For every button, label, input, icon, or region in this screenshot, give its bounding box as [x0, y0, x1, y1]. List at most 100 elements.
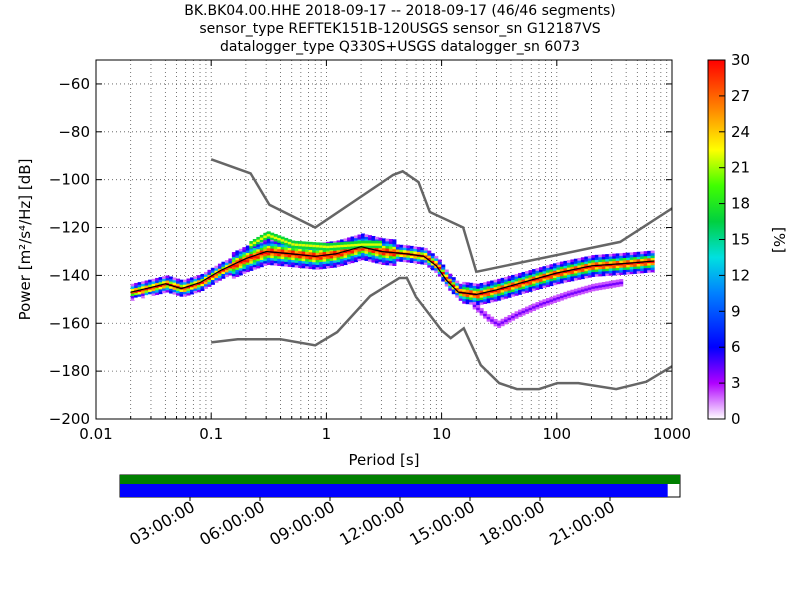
heatmap-cell [479, 299, 484, 303]
heatmap-cell [608, 270, 613, 274]
heatmap-cell [361, 235, 365, 239]
heatmap-cell [587, 255, 592, 259]
heatmap-cell [486, 300, 491, 304]
heatmap-cell [231, 266, 236, 270]
heatmap-cell [525, 308, 530, 312]
heatmap-cell [221, 261, 226, 265]
heatmap-cell [465, 282, 470, 286]
heatmap-cell [542, 285, 547, 289]
heatmap-cell [573, 258, 578, 262]
heatmap-cell [458, 298, 463, 301]
heatmap-cell [545, 279, 550, 283]
heatmap-cell [333, 257, 338, 261]
heatmap-cell [196, 289, 201, 293]
heatmap-cell [357, 236, 362, 240]
heatmap-cell [430, 255, 435, 259]
heatmap-cell [245, 252, 250, 256]
heatmap-cell [308, 266, 313, 270]
heatmap-cell [350, 260, 355, 264]
x-tick-label: 0.01 [79, 425, 112, 443]
heatmap-cell [469, 297, 474, 300]
heatmap-cell [643, 251, 648, 254]
heatmap-cell [301, 241, 306, 245]
heatmap-cell [525, 285, 530, 289]
heatmap-cell [615, 258, 620, 261]
heatmap-cell [605, 254, 610, 257]
heatmap-cell [434, 255, 439, 259]
heatmap-cell [511, 289, 516, 292]
heatmap-cell [217, 268, 222, 272]
heatmap-cell [326, 265, 331, 269]
heatmap-cell [535, 304, 540, 308]
heatmap-cell [186, 283, 191, 286]
heatmap-cell [619, 272, 624, 275]
heatmap-cell [570, 294, 575, 298]
heatmap-cell [242, 266, 247, 269]
heatmap-cell [336, 259, 341, 263]
heatmap-cell [563, 291, 568, 295]
heatmap-cell [193, 283, 198, 287]
heatmap-cell [266, 255, 271, 258]
heatmap-cell [312, 266, 317, 270]
heatmap-cell [336, 252, 341, 256]
heatmap-cell [532, 281, 537, 284]
heatmap-cell [552, 272, 557, 276]
heatmap-cell [451, 277, 456, 280]
heatmap-cell [542, 278, 547, 281]
heatmap-cell [392, 253, 397, 257]
heatmap-cell [598, 261, 603, 265]
heatmap-cell [552, 268, 557, 271]
heatmap-cell [434, 260, 439, 264]
heatmap-cell [444, 269, 449, 273]
heatmap-cell [354, 237, 359, 241]
heatmap-cell [333, 260, 338, 263]
heatmap-cell [165, 289, 170, 293]
heatmap-cell [221, 264, 226, 267]
heatmap-cell [566, 267, 571, 271]
heatmap-cell [315, 252, 320, 256]
heatmap-cell [266, 236, 271, 239]
heatmap-cell [367, 237, 372, 241]
heatmap-cell [399, 247, 404, 250]
heatmap-cell [266, 247, 271, 251]
heatmap-cell [486, 318, 491, 322]
heatmap-cell [172, 282, 177, 286]
heatmap-cell [556, 279, 561, 282]
heatmap-cell [444, 283, 449, 287]
heatmap-cell [640, 258, 645, 262]
heatmap-cell [200, 288, 205, 291]
heatmap-cell [392, 248, 397, 252]
heatmap-cell [326, 258, 331, 262]
heatmap-cell [594, 259, 599, 263]
heatmap-cell [629, 271, 634, 275]
heatmap-cell [392, 239, 397, 243]
heatmap-cell [308, 263, 313, 267]
heatmap-cell [367, 259, 372, 262]
heatmap-cell [395, 258, 400, 262]
heatmap-cell [249, 261, 254, 264]
heatmap-cell [605, 268, 610, 272]
heatmap-cell [172, 287, 177, 290]
heatmap-cell [291, 245, 296, 248]
heatmap-cell [469, 301, 474, 305]
heatmap-cell [217, 266, 222, 269]
heatmap-cell [479, 297, 484, 301]
heatmap-cell [559, 297, 564, 301]
heatmap-cell [280, 241, 285, 245]
heatmap-cell [556, 274, 561, 277]
heatmap-cell [615, 282, 620, 285]
heatmap-cell [203, 283, 208, 287]
heatmap-cell [252, 257, 257, 261]
heatmap-cell [472, 283, 477, 286]
heatmap-cell [200, 285, 205, 289]
heatmap-cell [612, 253, 617, 257]
heatmap-cell [217, 270, 222, 274]
heatmap-cell [235, 262, 240, 266]
y-tick-label: −140 [49, 266, 90, 284]
heatmap-cell [388, 241, 393, 245]
heatmap-cell [493, 298, 498, 302]
heatmap-cell [479, 294, 484, 298]
heatmap-cell [298, 255, 303, 259]
heatmap-cell [221, 273, 226, 277]
